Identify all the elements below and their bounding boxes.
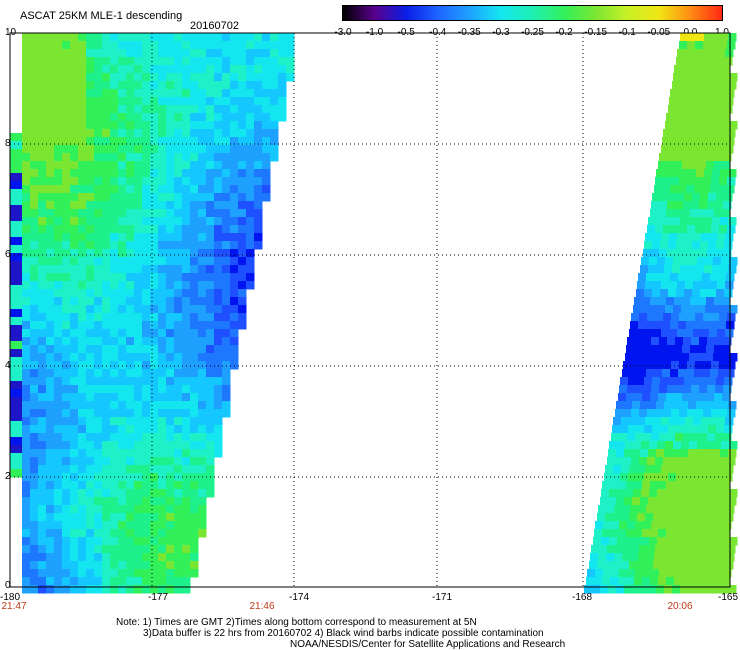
x-tick-minus177: -177 (147, 592, 169, 603)
note-line-2: 3)Data buffer is 22 hrs from 20160702 4)… (143, 628, 544, 639)
map-frame (9, 32, 731, 588)
product-date: 20160702 (190, 20, 239, 32)
x-tick-minus171: -171 (431, 592, 453, 603)
x-tick-minus180: -180 (0, 592, 21, 603)
y-tick-2: 2 (5, 471, 11, 482)
time-label-left: 21:47 (1, 601, 27, 612)
product-title: ASCAT 25KM MLE-1 descending (20, 10, 183, 22)
y-tick-6: 6 (5, 249, 11, 260)
y-tick-10: 10 (5, 27, 17, 38)
note-line-1: Note: 1) Times are GMT 2)Times along bot… (116, 617, 477, 628)
y-tick-0: 0 (5, 580, 11, 591)
colorbar-gradient (343, 6, 722, 20)
colorbar (342, 5, 723, 21)
x-tick-minus168: -168 (571, 592, 593, 603)
time-label-right: 20:06 (667, 601, 693, 612)
x-tick-minus174: -174 (288, 592, 310, 603)
note-line-3: NOAA/NESDIS/Center for Satellite Applica… (290, 639, 566, 650)
y-tick-4: 4 (5, 360, 11, 371)
y-tick-8: 8 (5, 138, 11, 149)
x-tick-minus165: -165 (717, 592, 739, 603)
time-label-middle: 21:46 (249, 601, 275, 612)
swath-cells (10, 33, 738, 594)
